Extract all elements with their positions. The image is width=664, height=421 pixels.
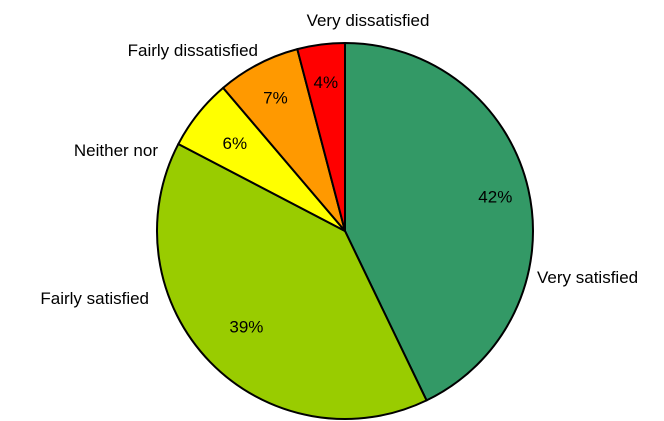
category-label-neither-nor: Neither nor <box>74 141 158 160</box>
category-labels: Very satisfied Fairly satisfied Neither no… <box>40 11 638 308</box>
pct-label-very-dissatisfied: 4% <box>314 73 339 92</box>
pie-slices <box>156 42 534 420</box>
pct-label-neither-nor: 6% <box>223 134 248 153</box>
category-label-very-dissatisfied: Very dissatisfied <box>307 11 430 30</box>
pie-slice-very-dissatisfied <box>296 42 346 232</box>
category-label-fairly-satisfied: Fairly satisfied <box>40 289 149 308</box>
pct-label-very-satisfied: 42% <box>478 188 512 207</box>
category-label-fairly-dissatisfied: Fairly dissatisfied <box>128 41 258 60</box>
pie-slice-very-satisfied <box>344 42 534 402</box>
category-label-very-satisfied: Very satisfied <box>537 268 638 287</box>
pie-slice-fairly-satisfied <box>156 143 428 420</box>
percentage-labels: 42% 39% 6% 7% 4% <box>223 73 513 337</box>
pct-label-fairly-satisfied: 39% <box>229 318 263 337</box>
pct-label-fairly-dissatisfied: 7% <box>263 89 288 108</box>
